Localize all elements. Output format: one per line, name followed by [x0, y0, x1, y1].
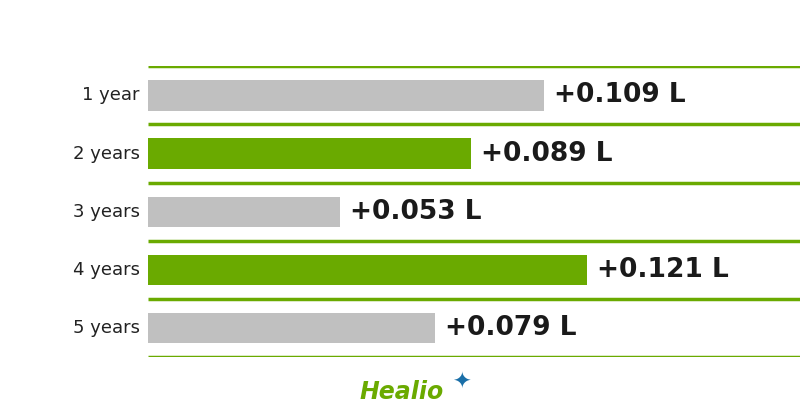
- Text: 1: 1: [331, 35, 341, 49]
- Text: following Zephyr Valve treatment vs. baseline:: following Zephyr Valve treatment vs. bas…: [344, 21, 800, 41]
- Bar: [148, 139, 471, 169]
- Text: Absolute change in FEV: Absolute change in FEV: [20, 21, 279, 41]
- Text: 4 years: 4 years: [73, 261, 140, 279]
- Text: +0.079 L: +0.079 L: [445, 315, 576, 341]
- Text: 3 years: 3 years: [73, 203, 140, 220]
- Bar: [148, 197, 340, 227]
- Text: +0.121 L: +0.121 L: [597, 257, 729, 283]
- Text: +0.053 L: +0.053 L: [350, 199, 482, 225]
- Bar: [148, 80, 544, 110]
- Bar: [148, 313, 434, 343]
- Bar: [148, 255, 587, 285]
- Text: +0.109 L: +0.109 L: [554, 82, 686, 108]
- Text: ✦: ✦: [452, 372, 470, 392]
- Text: 2 years: 2 years: [73, 144, 140, 163]
- Text: Healio: Healio: [360, 380, 444, 404]
- Text: 5 years: 5 years: [73, 319, 140, 337]
- Text: +0.089 L: +0.089 L: [481, 141, 613, 167]
- Text: 1 year: 1 year: [82, 87, 140, 105]
